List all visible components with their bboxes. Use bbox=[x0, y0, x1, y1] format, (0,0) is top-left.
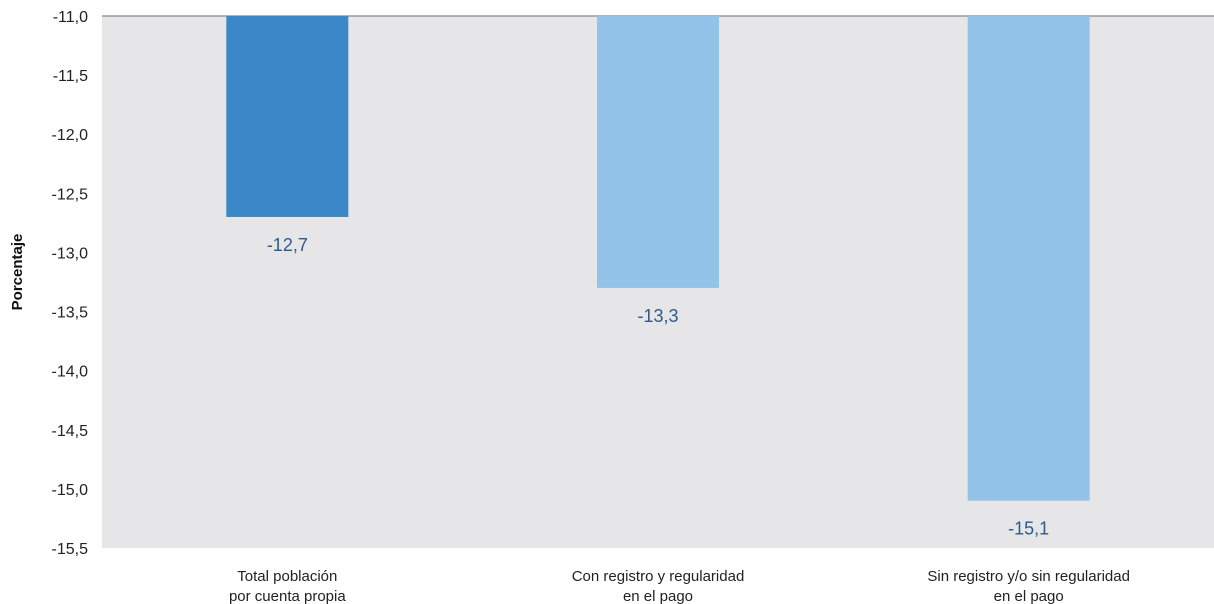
y-tick-label: -14,5 bbox=[52, 423, 89, 440]
category-label: por cuenta propia bbox=[229, 588, 346, 604]
category-label: Total población bbox=[237, 568, 337, 585]
category-label: en el pago bbox=[623, 588, 693, 604]
y-tick-label: -15,5 bbox=[52, 541, 89, 558]
y-axis: -11,0 -11,5 -12,0 -12,5 -13,0 -13,5 -14,0 -14,5… bbox=[52, 9, 89, 558]
data-label: -13,3 bbox=[637, 306, 678, 326]
y-tick-label: -12,0 bbox=[52, 127, 89, 144]
category-label: Con registro y regularidad bbox=[572, 568, 745, 585]
y-tick-label: -12,5 bbox=[52, 186, 89, 203]
bar bbox=[597, 16, 719, 288]
bars-group bbox=[226, 16, 1090, 501]
category-label: Sin registro y/o sin regularidad bbox=[927, 568, 1130, 585]
x-axis: Total población por cuenta propia Con regi… bbox=[229, 568, 1130, 604]
bar bbox=[967, 16, 1090, 501]
data-label: -12,7 bbox=[267, 235, 308, 255]
bar bbox=[226, 16, 349, 217]
data-label: -15,1 bbox=[1008, 519, 1049, 539]
y-tick-label: -15,0 bbox=[52, 482, 89, 499]
y-tick-label: -14,0 bbox=[52, 364, 89, 381]
y-tick-label: -11,5 bbox=[53, 68, 88, 85]
y-tick-label: -13,0 bbox=[52, 245, 89, 262]
y-axis-label: Porcentaje bbox=[9, 234, 26, 311]
category-label: en el pago bbox=[994, 588, 1064, 604]
data-labels-group: -12,7 -13,3 -15,1 bbox=[267, 235, 1049, 539]
y-tick-label: -11,0 bbox=[53, 9, 88, 26]
y-tick-label: -13,5 bbox=[52, 305, 89, 322]
